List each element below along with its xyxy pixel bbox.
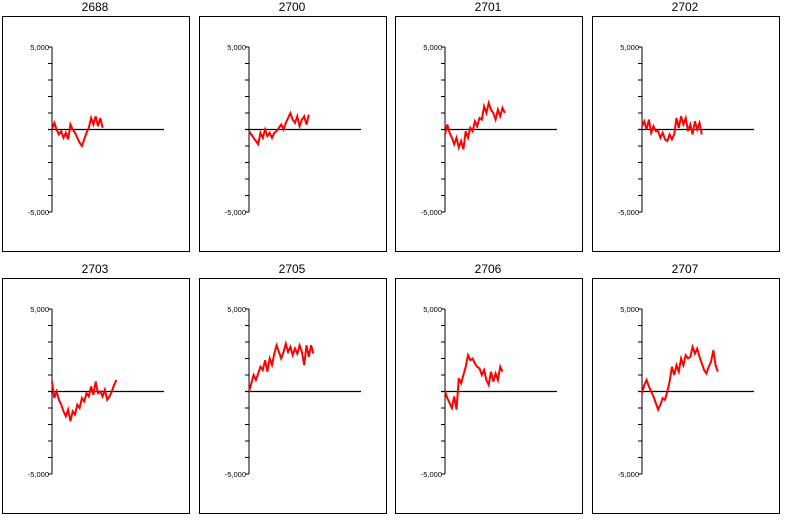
- chart-panel: 5,000 -5,000: [2, 278, 190, 514]
- chart-panel: 5,000 -5,000: [592, 16, 780, 252]
- chart-svg: 5,000 -5,000: [618, 305, 754, 479]
- y-tick-label: -5,000: [421, 470, 442, 479]
- chart-panel: 5,000 -5,000: [199, 16, 387, 252]
- series-line: [444, 99, 506, 152]
- chart-title: 2706: [474, 262, 502, 276]
- series-line: [51, 379, 118, 422]
- chart-cell: 2707 5,000 -5,000: [590, 262, 780, 522]
- chart-cell: 2705 5,000 -5,000: [197, 262, 387, 522]
- series-line: [641, 343, 719, 413]
- chart-svg: 5,000 -5,000: [225, 43, 361, 217]
- y-tick-label: -5,000: [618, 208, 639, 217]
- chart-title: 2688: [81, 0, 109, 14]
- y-tick-label: 5,000: [30, 305, 49, 314]
- chart-cell: 2703 5,000 -5,000: [0, 262, 190, 522]
- series-line: [444, 351, 504, 412]
- chart-svg: 5,000 -5,000: [28, 305, 164, 479]
- chart-svg: 5,000 -5,000: [28, 43, 164, 217]
- y-tick-label: 5,000: [423, 43, 442, 52]
- y-tick-label: -5,000: [618, 470, 639, 479]
- chart-panel: 5,000 -5,000: [2, 16, 190, 252]
- series-line: [248, 110, 310, 147]
- chart-cell: 2702 5,000 -5,000: [590, 0, 780, 260]
- chart-panel: 5,000 -5,000: [395, 16, 583, 252]
- y-tick-label: 5,000: [227, 305, 246, 314]
- chart-title: 2703: [81, 262, 109, 276]
- chart-cell: 2701 5,000 -5,000: [393, 0, 583, 260]
- chart-title: 2701: [474, 0, 502, 14]
- y-tick-label: 5,000: [227, 43, 246, 52]
- y-tick-label: 5,000: [30, 43, 49, 52]
- chart-cell: 2700 5,000 -5,000: [197, 0, 387, 260]
- series-line: [641, 114, 703, 143]
- chart-cell: 2688 5,000 -5,000: [0, 0, 190, 260]
- series-line: [51, 114, 104, 149]
- chart-title: 2707: [671, 262, 699, 276]
- y-tick-label: -5,000: [28, 470, 49, 479]
- y-tick-label: 5,000: [423, 305, 442, 314]
- y-tick-label: -5,000: [225, 208, 246, 217]
- chart-cell: 2706 5,000 -5,000: [393, 262, 583, 522]
- series-line: [248, 339, 315, 392]
- y-tick-label: 5,000: [620, 305, 639, 314]
- y-tick-label: -5,000: [421, 208, 442, 217]
- y-tick-label: -5,000: [225, 470, 246, 479]
- chart-svg: 5,000 -5,000: [225, 305, 361, 479]
- chart-svg: 5,000 -5,000: [421, 305, 557, 479]
- chart-panel: 5,000 -5,000: [592, 278, 780, 514]
- y-tick-label: 5,000: [620, 43, 639, 52]
- y-tick-label: -5,000: [28, 208, 49, 217]
- chart-svg: 5,000 -5,000: [421, 43, 557, 217]
- chart-title: 2700: [278, 0, 306, 14]
- chart-title: 2705: [278, 262, 306, 276]
- chart-panel: 5,000 -5,000: [395, 278, 583, 514]
- chart-panel: 5,000 -5,000: [199, 278, 387, 514]
- chart-svg: 5,000 -5,000: [618, 43, 754, 217]
- chart-title: 2702: [671, 0, 699, 14]
